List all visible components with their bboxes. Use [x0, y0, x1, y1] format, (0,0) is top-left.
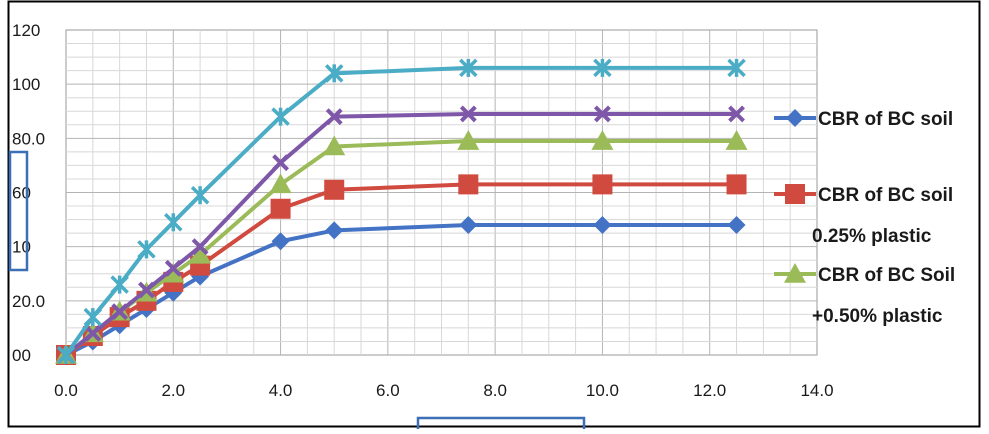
- x-tick-label: 6.0: [376, 381, 400, 400]
- data-point: [324, 64, 344, 83]
- data-point: [727, 216, 746, 234]
- data-point: [593, 58, 612, 78]
- data-point: [725, 130, 748, 150]
- data-point: [785, 184, 805, 204]
- legend-entry: CBR of BC soil: [774, 109, 953, 130]
- data-point: [111, 303, 129, 321]
- outer-border: [7, 0, 981, 428]
- data-point: [271, 107, 290, 126]
- series: [57, 105, 745, 364]
- data-point: [84, 324, 102, 342]
- x-tick-label: 14.0: [800, 381, 833, 400]
- y-axis-title-box: [8, 150, 29, 272]
- data-point: [162, 262, 185, 283]
- data-point: [164, 259, 182, 277]
- marker-stroke: [272, 154, 289, 172]
- data-point: [457, 130, 480, 150]
- data-point: [83, 307, 103, 327]
- data-point: [459, 216, 478, 234]
- data-point: [137, 240, 156, 259]
- data-point: [138, 281, 155, 299]
- data-point: [164, 213, 183, 232]
- data-point: [270, 198, 291, 219]
- data-point: [323, 135, 346, 156]
- data-point: [728, 105, 745, 123]
- x-tick-label: 8.0: [483, 381, 507, 400]
- marker-stroke: [459, 105, 477, 123]
- marker-stroke: [325, 108, 343, 126]
- legend: CBR of BC soil CBR of BC soil 0.25% plasti…: [774, 109, 955, 327]
- legend-label: +0.50% plastic: [812, 306, 943, 327]
- y-tick-label: 80.0: [12, 129, 45, 148]
- data-point: [110, 275, 129, 294]
- data-point: [189, 243, 212, 264]
- data-point: [56, 345, 76, 365]
- marker-stroke: [111, 303, 129, 321]
- series: [56, 58, 746, 365]
- legend-label: CBR of BC soil: [818, 185, 953, 206]
- x-tick-labels: 0.0 2.0 4.0 6.0 8.0 10.0 12.0 14.0: [54, 381, 833, 400]
- data-point: [784, 263, 806, 283]
- x-tick-label: 2.0: [161, 381, 185, 400]
- data-point: [592, 174, 613, 195]
- marker-stroke: [84, 324, 102, 342]
- data-point: [459, 105, 477, 123]
- data-point: [727, 58, 746, 78]
- legend-label: CBR of BC soil: [818, 109, 953, 130]
- data-point: [786, 109, 804, 127]
- data-point: [325, 108, 343, 126]
- data-point: [325, 221, 344, 240]
- y-tick-label: 120: [12, 21, 40, 40]
- series-group: [55, 58, 748, 365]
- marker-stroke: [164, 259, 182, 277]
- legend-entry: CBR of BC Soil +0.50% plastic: [774, 263, 955, 327]
- data-point: [591, 130, 614, 150]
- marker-stroke: [191, 238, 209, 256]
- data-point: [269, 173, 292, 194]
- x-tick-label: 10.0: [586, 381, 619, 400]
- data-point: [458, 174, 479, 195]
- y-tick-label: 100: [12, 75, 40, 94]
- data-point: [593, 216, 612, 234]
- marker-stroke: [728, 105, 745, 123]
- data-point: [190, 185, 210, 205]
- legend-label: CBR of BC Soil: [818, 265, 955, 286]
- x-tick-label: 0.0: [54, 381, 78, 400]
- data-point: [191, 238, 209, 256]
- y-tick-label: 00: [12, 346, 31, 365]
- legend-entry: CBR of BC soil 0.25% plastic: [774, 184, 953, 247]
- data-point: [272, 154, 289, 172]
- data-point: [271, 232, 290, 251]
- data-point: [324, 179, 345, 200]
- x-tick-label: 4.0: [269, 381, 293, 400]
- data-point: [594, 105, 611, 123]
- x-tick-label: 12.0: [693, 381, 726, 400]
- marker-stroke: [594, 105, 611, 123]
- y-tick-label: 20.0: [12, 292, 45, 311]
- legend-label: 0.25% plastic: [812, 226, 932, 247]
- data-point: [459, 58, 478, 78]
- marker-stroke: [138, 281, 155, 299]
- data-point: [726, 174, 747, 195]
